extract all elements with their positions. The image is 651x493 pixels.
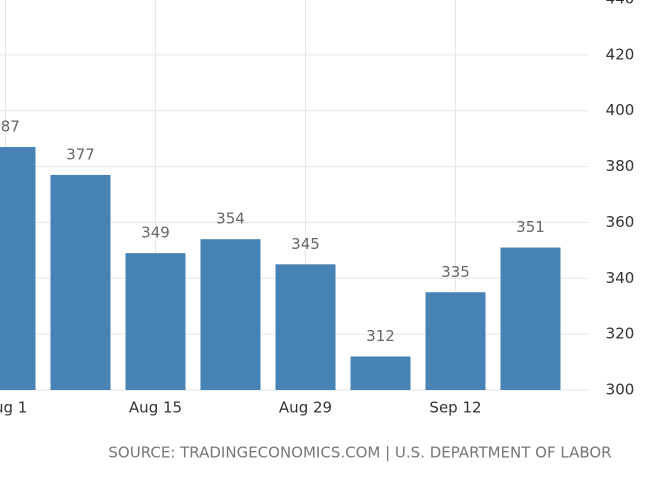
bar [350,356,411,390]
bar [275,264,336,390]
value-label: 335 [441,263,470,281]
bar [125,253,186,390]
bar [200,239,261,390]
x-tick-label: Aug 1 [0,399,27,417]
y-tick-label: 340 [606,269,635,287]
value-label: 345 [291,235,320,253]
y-tick-label: 320 [606,325,635,343]
value-label: 354 [216,210,245,228]
y-tick-label: 420 [606,45,635,63]
bar [500,247,561,390]
y-tick-label: 300 [606,381,635,399]
value-label: 377 [66,145,95,163]
bar [50,174,111,390]
x-tick-label: Sep 12 [429,399,481,417]
value-label: 312 [366,327,395,345]
x-tick-label: Aug 15 [129,399,182,417]
y-tick-label: 360 [606,213,635,231]
bar [0,147,36,390]
x-tick-label: Aug 29 [279,399,332,417]
value-label: 351 [516,218,545,236]
y-tick-label: 440 [606,0,635,8]
bar [425,292,486,390]
source: SOURCE: TRADINGECONOMICS.COM | U.S. DEPA… [108,444,611,462]
y-tick-label: 380 [606,157,635,175]
value-label: 349 [141,224,170,242]
value-label: 387 [0,118,20,136]
y-tick-label: 400 [606,101,635,119]
